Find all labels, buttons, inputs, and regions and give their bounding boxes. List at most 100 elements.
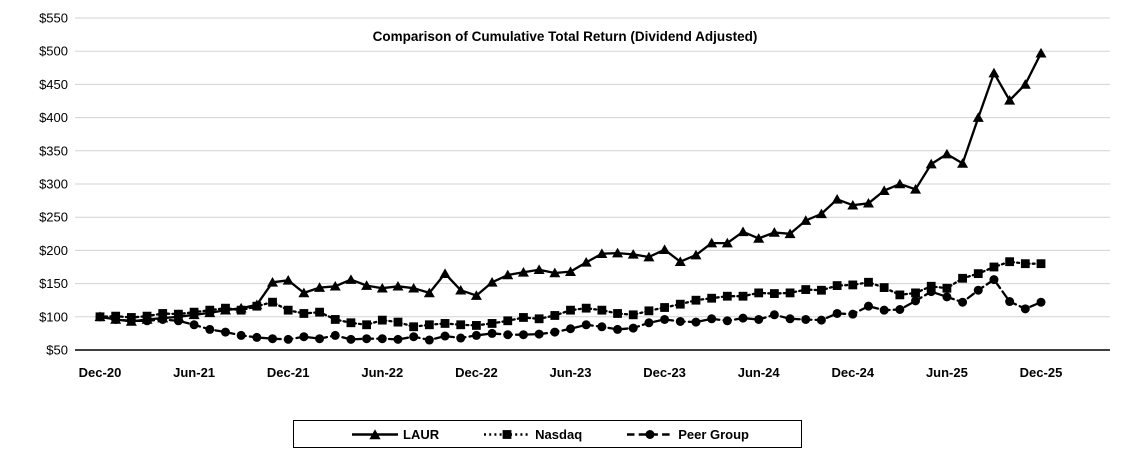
peer-group-marker (848, 309, 858, 319)
peer-group-marker (832, 308, 842, 318)
peer-group-marker (1020, 304, 1030, 314)
laur-marker (925, 158, 937, 169)
x-tick-label-Dec-21: Dec-21 (267, 365, 310, 380)
laur-marker (329, 280, 341, 291)
nasdaq-marker (1005, 257, 1015, 267)
legend-label-nasdaq: Nasdaq (535, 426, 583, 442)
laur-marker (784, 228, 796, 239)
peer-group-marker (879, 305, 889, 315)
nasdaq-marker (236, 305, 246, 315)
laur-marker (831, 193, 843, 204)
laur-marker (517, 267, 529, 277)
chart-title: Comparison of Cumulative Total Return (D… (373, 29, 758, 44)
peer-group-marker (189, 320, 199, 330)
peer-group-marker (911, 296, 921, 306)
laur-marker (502, 269, 514, 280)
nasdaq-marker (707, 293, 717, 303)
y-tick-label-$100: $100 (39, 309, 68, 324)
nasdaq-marker (895, 290, 905, 300)
nasdaq-marker (675, 299, 685, 309)
y-axis-labels: $50 $100 $150 $200 $250 $300 $350 $400 $450 $500 $… (39, 11, 68, 358)
nasdaq-marker (581, 303, 591, 313)
laur-marker (549, 267, 561, 278)
nasdaq-marker (832, 281, 842, 290)
peer-group-marker (205, 324, 215, 334)
peer-group-marker (95, 312, 105, 322)
nasdaq-marker (158, 309, 168, 318)
laur-marker (282, 274, 294, 285)
laur-marker (345, 274, 357, 284)
peer-group-marker (424, 335, 434, 345)
y-tick-label-$550: $550 (39, 11, 68, 26)
laur-marker (580, 257, 592, 267)
gridlines (75, 17, 1110, 351)
peer-group-circle-dashed-line-icon (627, 429, 674, 439)
peer-group-marker (691, 317, 701, 327)
peer-group-marker (769, 310, 779, 320)
legend-entry-peer-group: Peer Group (627, 427, 749, 442)
nasdaq-marker (362, 320, 372, 330)
nasdaq-marker (174, 309, 183, 319)
peer-group-marker (926, 287, 936, 297)
laur-marker (627, 249, 639, 259)
peer-group-marker (722, 316, 732, 326)
nasdaq-marker (879, 283, 889, 292)
laur-marker (470, 290, 482, 300)
peer-group-marker (158, 314, 168, 324)
laur-marker (455, 284, 467, 295)
nasdaq-marker (205, 305, 215, 315)
laur-marker (1019, 79, 1031, 89)
laur-marker (361, 280, 373, 290)
peer-group-marker (487, 328, 497, 338)
x-tick-label-Dec-24: Dec-24 (831, 365, 874, 380)
nasdaq-marker (377, 315, 387, 325)
peer-group-marker (785, 314, 795, 324)
nasdaq-marker (299, 309, 309, 318)
nasdaq-marker (848, 280, 858, 290)
y-tick-label-$250: $250 (39, 210, 68, 225)
peer-group-marker (816, 315, 826, 325)
x-tick-label-Dec-25: Dec-25 (1020, 365, 1063, 380)
y-tick-label-$300: $300 (39, 177, 68, 192)
peer-group-marker (566, 324, 575, 334)
peer-group-marker (644, 318, 654, 328)
nasdaq-marker (628, 310, 638, 320)
legend-entry-laur: LAUR (352, 427, 439, 442)
peer-group-marker (283, 334, 293, 344)
nasdaq-marker (519, 313, 528, 322)
nasdaq-marker (597, 305, 607, 315)
nasdaq-marker (550, 311, 560, 320)
nasdaq-marker (487, 319, 497, 328)
nasdaq-marker (942, 283, 952, 293)
peer-group-marker (597, 322, 607, 332)
x-axis-labels: Dec-20 Jun-21 Dec-21 Jun-22 Dec-22 Jun-23 Dec-… (79, 365, 1063, 380)
laur-marker (674, 256, 686, 266)
nasdaq-marker (472, 321, 481, 330)
peer-group-marker (550, 327, 560, 337)
x-tick-label-Dec-20: Dec-20 (79, 365, 122, 380)
laur-marker (408, 282, 420, 293)
legend-label-peer-group: Peer Group (678, 426, 749, 442)
nasdaq-marker (911, 288, 920, 298)
laur-marker (894, 178, 906, 189)
laur-marker (690, 249, 702, 260)
nasdaq-marker (456, 320, 466, 330)
x-tick-label-Jun-23: Jun-23 (550, 365, 592, 380)
laur-marker (878, 185, 890, 195)
laur-marker (862, 197, 874, 208)
peer-group-marker (236, 330, 246, 340)
nasdaq-marker (1036, 259, 1046, 269)
peer-group-marker (613, 324, 623, 334)
laur-marker (910, 184, 922, 194)
x-tick-label-Jun-24: Jun-24 (738, 365, 781, 380)
nasdaq-marker (613, 309, 622, 318)
x-tick-label-Dec-23: Dec-23 (643, 365, 686, 380)
nasdaq-marker (660, 303, 669, 312)
laur-marker (706, 237, 718, 248)
laur-marker (612, 247, 624, 258)
laur-marker (753, 233, 765, 243)
peer-group-marker (1005, 297, 1015, 307)
nasdaq-marker (1020, 259, 1030, 269)
nasdaq-marker (817, 285, 826, 295)
